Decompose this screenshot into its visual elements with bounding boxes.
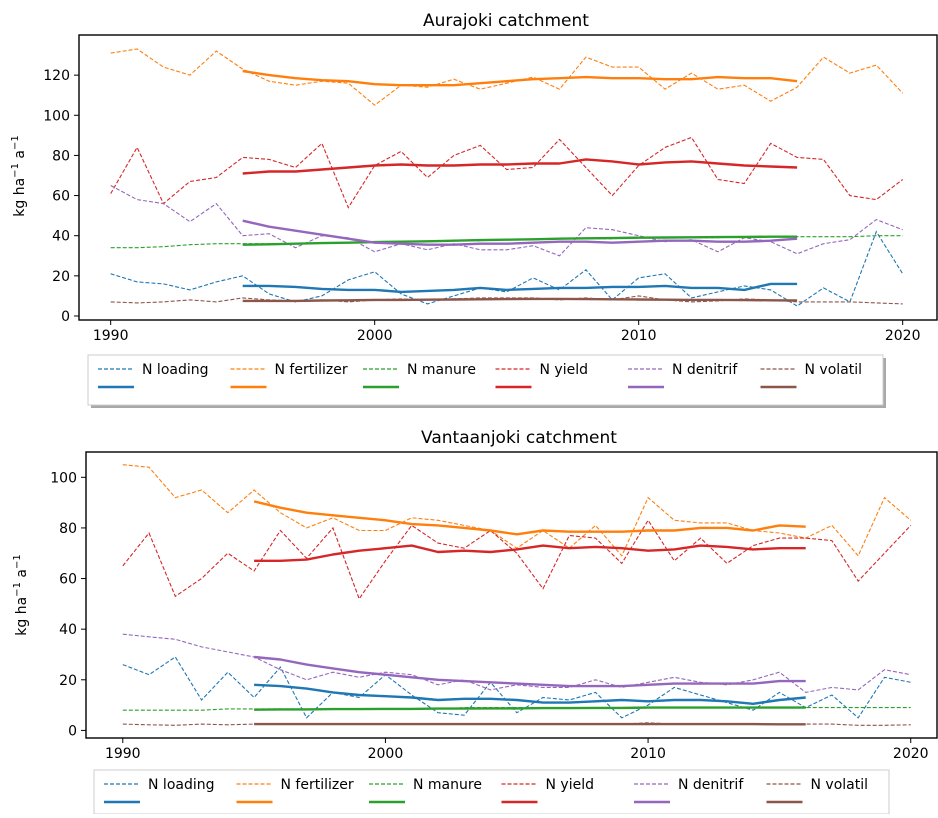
y-tick-label: 100 bbox=[50, 470, 77, 486]
legend-label-loading: N loading bbox=[148, 777, 215, 793]
y-tick-label: 40 bbox=[59, 622, 77, 638]
x-tick-label: 2010 bbox=[630, 746, 666, 762]
x-tick-label: 1990 bbox=[105, 746, 141, 762]
legend-label-volatil: N volatil bbox=[805, 362, 863, 378]
legend-label-fertilizer: N fertilizer bbox=[281, 777, 354, 793]
legend-label-denitrif: N denitrif bbox=[678, 777, 744, 793]
legend-label-denitrif: N denitrif bbox=[672, 362, 738, 378]
x-tick-label: 2020 bbox=[893, 746, 929, 762]
x-tick-label: 1990 bbox=[93, 328, 129, 344]
legend-label-yield: N yield bbox=[546, 777, 595, 793]
legend-label-volatil: N volatil bbox=[811, 777, 869, 793]
y-tick-label: 20 bbox=[59, 673, 77, 689]
chart-title: Aurajoki catchment bbox=[423, 11, 589, 31]
legend-label-manure: N manure bbox=[413, 777, 482, 793]
y-tick-label: 100 bbox=[43, 108, 70, 124]
chart-title: Vantaanjoki catchment bbox=[421, 428, 617, 448]
x-tick-label: 2020 bbox=[885, 328, 921, 344]
y-tick-label: 120 bbox=[43, 68, 70, 84]
legend: N loading N fertilizer N manure N yield N de… bbox=[88, 355, 886, 408]
y-tick-label: 60 bbox=[59, 572, 77, 588]
legend-label-loading: N loading bbox=[142, 362, 209, 378]
y-tick-label: 20 bbox=[52, 269, 70, 285]
y-tick-label: 0 bbox=[61, 309, 70, 325]
legend-label-fertilizer: N fertilizer bbox=[275, 362, 348, 378]
legend: N loading N fertilizer N manure N yield N de… bbox=[94, 770, 889, 814]
x-tick-label: 2010 bbox=[621, 328, 657, 344]
y-tick-label: 80 bbox=[52, 148, 70, 164]
x-tick-label: 2000 bbox=[357, 328, 393, 344]
x-tick-label: 2000 bbox=[368, 746, 404, 762]
y-tick-label: 60 bbox=[52, 189, 70, 205]
y-tick-label: 0 bbox=[68, 723, 77, 739]
legend-label-manure: N manure bbox=[407, 362, 476, 378]
y-tick-label: 40 bbox=[52, 229, 70, 245]
legend-label-yield: N yield bbox=[540, 362, 589, 378]
y-tick-label: 80 bbox=[59, 521, 77, 537]
